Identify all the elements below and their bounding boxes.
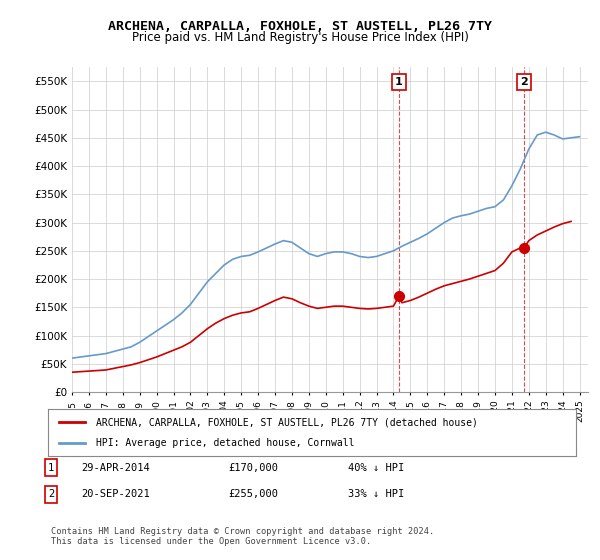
Text: 20-SEP-2021: 20-SEP-2021 — [81, 489, 150, 500]
Text: ARCHENA, CARPALLA, FOXHOLE, ST AUSTELL, PL26 7TY (detached house): ARCHENA, CARPALLA, FOXHOLE, ST AUSTELL, … — [95, 417, 478, 427]
Text: 29-APR-2014: 29-APR-2014 — [81, 463, 150, 473]
Text: £170,000: £170,000 — [228, 463, 278, 473]
Text: 40% ↓ HPI: 40% ↓ HPI — [348, 463, 404, 473]
Text: HPI: Average price, detached house, Cornwall: HPI: Average price, detached house, Corn… — [95, 438, 354, 448]
Text: 2: 2 — [520, 77, 528, 87]
Text: 2: 2 — [48, 489, 54, 500]
Text: 1: 1 — [48, 463, 54, 473]
Text: ARCHENA, CARPALLA, FOXHOLE, ST AUSTELL, PL26 7TY: ARCHENA, CARPALLA, FOXHOLE, ST AUSTELL, … — [108, 20, 492, 32]
Text: Price paid vs. HM Land Registry's House Price Index (HPI): Price paid vs. HM Land Registry's House … — [131, 31, 469, 44]
Text: £255,000: £255,000 — [228, 489, 278, 500]
Text: 33% ↓ HPI: 33% ↓ HPI — [348, 489, 404, 500]
Text: Contains HM Land Registry data © Crown copyright and database right 2024.
This d: Contains HM Land Registry data © Crown c… — [51, 526, 434, 546]
Text: 1: 1 — [395, 77, 403, 87]
